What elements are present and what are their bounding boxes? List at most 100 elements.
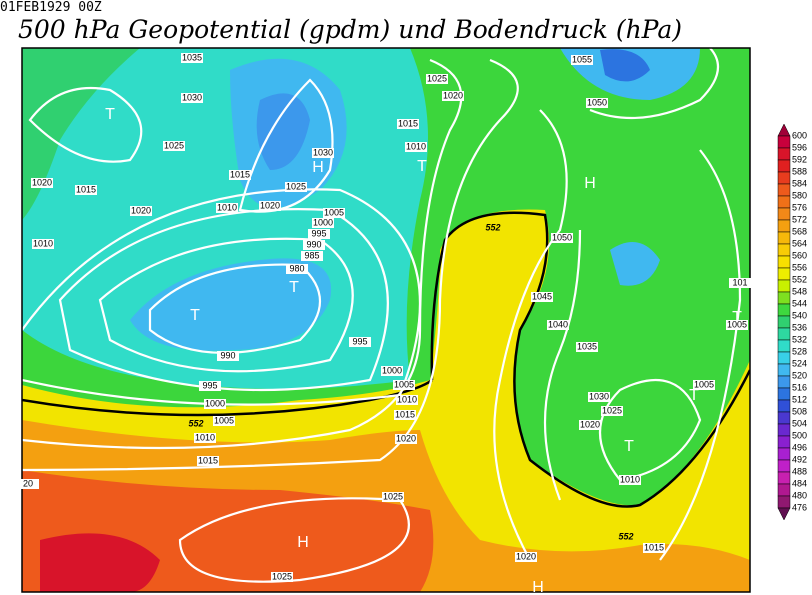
isobar-label-box: [130, 206, 152, 216]
map-frame: [21, 47, 751, 593]
isobar-label: 1030: [313, 147, 333, 157]
colorbar-label: 544: [792, 298, 807, 308]
colorbar-label: 580: [792, 190, 807, 200]
colorbar-label: 536: [792, 322, 807, 332]
colorbar-bin: [777, 303, 791, 317]
isobar-label-box: [259, 201, 281, 211]
pressure-center: T: [190, 307, 200, 324]
isobar-label: 101: [732, 277, 747, 287]
contour-label: 552: [618, 531, 633, 541]
colorbar-bin: [777, 423, 791, 437]
colorbar-bin: [777, 327, 791, 341]
pressure-center: H: [584, 175, 596, 192]
colorbar-label: 572: [792, 214, 807, 224]
colorbar-label: 500: [792, 430, 807, 440]
isobar-label: 1025: [427, 73, 447, 83]
colorbar-bin: [777, 375, 791, 389]
colorbar-label: 552: [792, 274, 807, 284]
pressure-center: T: [689, 387, 699, 404]
isobar-label-box: [312, 218, 334, 228]
isobar-label: 1020: [260, 200, 280, 210]
colorbar-label: 588: [792, 166, 807, 176]
field-teal: [22, 48, 140, 220]
isobar-label-box: [531, 292, 553, 302]
isobar-label-box: [213, 416, 235, 426]
field-blue-deep: [600, 49, 650, 82]
colorbar-label: 524: [792, 358, 807, 368]
colorbar-bin: [777, 459, 791, 473]
isobar-label: 990: [220, 350, 235, 360]
isobar-label-box: [405, 142, 427, 152]
field-blue: [130, 258, 332, 351]
contour-552: [430, 211, 750, 508]
isobar-label: 1025: [272, 571, 292, 581]
isobar-label-box: [303, 240, 325, 250]
title: 500 hPa Geopotential (gpdm) und Bodendru…: [18, 15, 682, 44]
isobar: [543, 229, 582, 501]
isobar-label: 990: [306, 239, 321, 249]
colorbar-bin: [777, 219, 791, 233]
isobar-label: 1005: [324, 207, 344, 217]
colorbar-bin: [777, 207, 791, 221]
colorbar-over: [777, 123, 791, 137]
isobar-label-box: [163, 141, 185, 151]
colorbar-bin: [777, 483, 791, 497]
isobar: [58, 208, 389, 392]
isobar-label: 1020: [32, 177, 52, 187]
isobar-label-box: [579, 420, 601, 430]
isobar: [22, 58, 463, 450]
colorbar-label: 560: [792, 250, 807, 260]
colorbar-bin: [777, 495, 791, 509]
isobar-label: 1025: [286, 181, 306, 191]
pressure-center: T: [417, 158, 427, 175]
isobar-label-box: [199, 381, 221, 391]
isobar-label: 1015: [230, 169, 250, 179]
isobar-label-box: [586, 98, 608, 108]
pressure-center: T: [732, 309, 742, 326]
map-field: [22, 48, 750, 592]
isobar-label: 1000: [313, 217, 333, 227]
timestamp: 01FEB1929 00Z: [0, 0, 102, 15]
isobar-label: 1055: [572, 54, 592, 64]
colorbar-bin: [777, 195, 791, 209]
isobar-label: 1035: [182, 52, 202, 62]
isobar-label: 1015: [644, 542, 664, 552]
isobar-label-box: [571, 55, 593, 65]
colorbar-label: 516: [792, 382, 807, 392]
isobar-label-box: [181, 53, 203, 63]
colorbar-label: 496: [792, 442, 807, 452]
isobar-label: 20: [23, 478, 33, 488]
isobar-label-box: [726, 320, 748, 330]
colorbar-label: 488: [792, 466, 807, 476]
isobar-label-box: [308, 229, 330, 239]
isobar-label-box: [426, 74, 448, 84]
isobar-label-box: [643, 543, 665, 553]
isobar-label: 995: [352, 336, 367, 346]
isobar: [589, 48, 720, 120]
isobar-label-box: [693, 380, 715, 390]
isobar-label-box: [394, 410, 416, 420]
isobar-label-box: [588, 392, 610, 402]
pressure-center: H: [312, 159, 324, 176]
isobar-label-box: [349, 337, 371, 347]
colorbar-bin: [777, 267, 791, 281]
colorbar-label: 600: [792, 130, 807, 140]
isobar-label: 1015: [198, 455, 218, 465]
colorbar-bin: [777, 315, 791, 329]
colorbar-bin: [777, 339, 791, 353]
colorbar-bin: [777, 291, 791, 305]
isobar-label-box: [285, 182, 307, 192]
isobar-label: 1005: [694, 379, 714, 389]
isobar-label-box: [551, 233, 573, 243]
isobar-label-box: [31, 178, 53, 188]
colorbar-bin: [777, 255, 791, 269]
isobar-label-box: [442, 91, 464, 101]
isobar-label: 1035: [577, 341, 597, 351]
colorbar-label: 504: [792, 418, 807, 428]
isobar-label-box: [312, 148, 334, 158]
isobar-label: 980: [289, 263, 304, 273]
colorbar-bin: [777, 159, 791, 173]
isobar-label-box: [197, 456, 219, 466]
isobar-label-box: [323, 208, 345, 218]
colorbar-bin: [777, 351, 791, 365]
